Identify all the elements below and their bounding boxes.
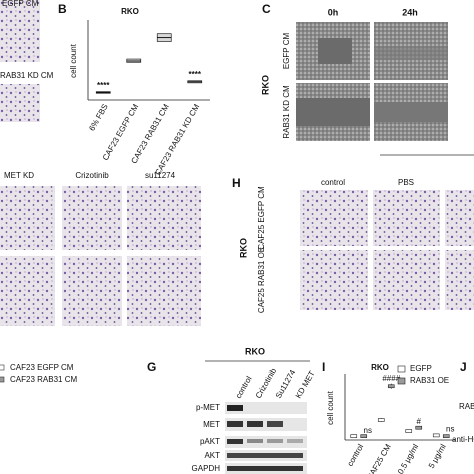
annotation: ns: [364, 426, 372, 435]
legend-swatch: [397, 365, 406, 373]
mean-marker: [442, 434, 450, 438]
row-label: RAB31 KD CM: [0, 71, 54, 80]
blot-label: GAPDH: [192, 464, 221, 473]
blots: [225, 402, 307, 474]
col-label: Crizotinib: [75, 171, 109, 180]
mean-marker: [360, 434, 368, 438]
annotation: ****: [189, 70, 202, 79]
mean-marker: [377, 418, 385, 422]
panel-label: H: [232, 176, 241, 190]
cell-line: RKO: [238, 238, 248, 258]
col-label: 0h: [328, 7, 339, 17]
lane-label: KD MET: [294, 369, 317, 400]
chart-title: RKO: [371, 363, 389, 372]
col-label: su11274: [145, 171, 176, 180]
legend-swatch: [397, 377, 406, 385]
micrographs-f: [0, 186, 201, 383]
annotation: ####: [382, 374, 400, 383]
legend-label: RAB31 OE: [410, 376, 449, 385]
col-label: MET KD: [4, 171, 34, 180]
col-label: control: [321, 178, 345, 187]
legend-label: CAF23 RAB31 CM: [10, 375, 77, 384]
text: RAB3: [459, 402, 474, 411]
panel-label: J: [460, 360, 467, 374]
blot-label: MET: [203, 420, 220, 429]
annotation: #: [417, 417, 422, 426]
col-label: 24h: [402, 7, 418, 17]
row-label: EGFP CM: [2, 0, 39, 8]
col-label: PBS: [398, 178, 414, 187]
panel-label: G: [147, 360, 156, 374]
legend-label: CAF23 EGFP CM: [10, 363, 74, 372]
y-axis-label: cell count: [69, 43, 78, 78]
annotation: ns: [446, 425, 454, 434]
mean-marker: [350, 434, 358, 438]
mean-marker: [405, 429, 413, 433]
x-tick-label: CAF25 CM: [365, 442, 393, 474]
text: anti-HG: [452, 435, 474, 444]
x-tick-label: 5 μg/ml: [427, 442, 448, 470]
micrographs-h: [300, 190, 474, 310]
row-label: EGFP CM: [282, 33, 291, 70]
chart-title: RKO: [121, 7, 139, 16]
y-axis-label: cell count: [326, 390, 335, 425]
lane-label: control: [234, 375, 254, 400]
micrographs-a: [0, 0, 40, 122]
legend-label: EGFP: [410, 364, 432, 373]
panel-label: C: [262, 2, 271, 16]
mean-marker: [432, 433, 440, 438]
x-tick-label: control: [346, 442, 366, 467]
wound-images: [296, 22, 448, 141]
annotation: ****: [97, 81, 110, 90]
panel-label: I: [322, 360, 325, 374]
cell-line: RKO: [260, 75, 270, 95]
row-label: CAF25 EGFP CM: [257, 186, 266, 250]
mean-marker: [415, 425, 423, 430]
panel-label: B: [58, 2, 67, 16]
row-label: CAF25 RAB31 OE: [257, 247, 266, 313]
x-tick-label: 0.5 μg/ml: [396, 442, 420, 474]
blot-label: pAKT: [200, 437, 220, 446]
row-label: RAB31 KD CM: [282, 85, 291, 139]
blot-label: AKT: [204, 451, 220, 460]
x-tick-label: 6% FBS: [87, 103, 109, 133]
mean-marker: [387, 384, 395, 389]
cell-line: RKO: [245, 346, 265, 356]
blot-label: p-MET: [196, 403, 220, 412]
